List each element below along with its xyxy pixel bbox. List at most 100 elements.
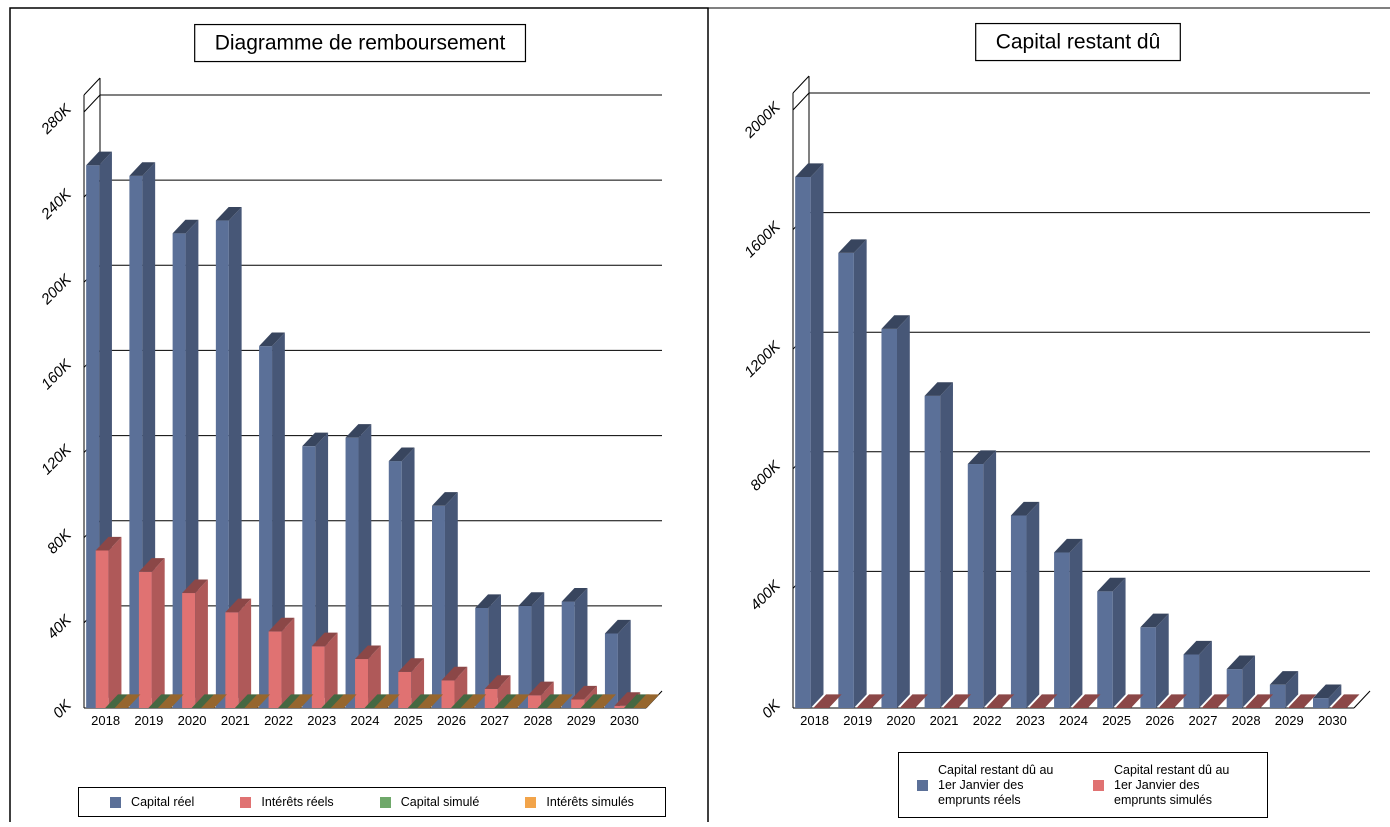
bar (330, 694, 357, 708)
bar-top (287, 694, 314, 708)
bar-side (897, 315, 910, 708)
y-tick-label: 400K (747, 577, 784, 614)
legend-swatch (110, 796, 122, 808)
bar-side (531, 592, 545, 708)
bar-top (881, 315, 910, 329)
bar (215, 206, 242, 709)
bar (138, 558, 165, 708)
bar-top (268, 617, 295, 632)
y-tick-label: 80K (44, 526, 76, 558)
axis-line (792, 75, 810, 94)
bar (547, 694, 573, 708)
x-tick-label: 2028 (523, 713, 552, 728)
bar-front (215, 220, 229, 709)
bar-top (561, 587, 588, 602)
bar-front (527, 695, 541, 708)
title-box (194, 23, 527, 63)
bar-top (518, 592, 545, 606)
bar (1287, 694, 1317, 708)
x-tick-label: 2029 (1275, 713, 1304, 728)
bar-top (244, 694, 271, 708)
legend-item: Intérêts réels (240, 795, 334, 809)
bar (838, 239, 867, 708)
bar-front (1140, 627, 1156, 708)
bar-top (172, 219, 199, 234)
bar (1010, 501, 1040, 708)
y-tick-label: 1600K (741, 218, 784, 261)
bar (114, 694, 141, 708)
bar-front (302, 446, 316, 708)
chart-title: Diagramme de remboursement (215, 32, 506, 55)
bar-side (1285, 671, 1299, 708)
bar-front (967, 464, 984, 708)
bar-top (432, 492, 458, 506)
bar-top (374, 694, 400, 708)
bar-top (795, 163, 824, 177)
y-tick-label: 0K (759, 696, 785, 722)
bar-side (151, 558, 165, 708)
bar-side (617, 619, 631, 708)
grid-line (792, 92, 810, 111)
bar (1029, 694, 1058, 708)
bar-top (614, 692, 641, 706)
bar-side (497, 675, 511, 708)
bar-front (259, 346, 273, 708)
bar-front (398, 671, 412, 708)
bar (518, 592, 545, 708)
legend-label: Capital restant dû au 1er Janvier des em… (1114, 762, 1230, 807)
bar (157, 694, 184, 708)
bar-top (571, 685, 597, 700)
bar-front (614, 705, 628, 708)
bar-front (182, 593, 196, 708)
bar (417, 694, 444, 708)
bar-side (1328, 684, 1342, 708)
bar-front (1269, 684, 1286, 708)
bar-top (1158, 694, 1187, 708)
bar-front (1010, 515, 1027, 708)
bar-side (281, 617, 295, 708)
bar-top (1010, 501, 1040, 516)
bar-top (311, 632, 338, 647)
bar-side (574, 587, 588, 708)
bar-front (571, 699, 585, 708)
bar-front (518, 605, 532, 708)
bar (225, 598, 252, 708)
bar-front (561, 601, 575, 708)
bar-top (355, 645, 381, 660)
x-tick-label: 2024 (1059, 713, 1088, 728)
bar (1183, 640, 1212, 708)
bar-top (330, 694, 357, 708)
bar-top (985, 694, 1015, 708)
bar-top (182, 579, 208, 594)
x-tick-label: 2026 (1145, 713, 1174, 728)
legend-label: Intérêts réels (261, 795, 334, 809)
bar-top (138, 558, 165, 572)
bar (942, 694, 972, 708)
y-tick-label: 240K (37, 185, 75, 223)
x-tick-label: 2022 (264, 713, 293, 728)
bar-top (942, 694, 972, 708)
bar (1226, 655, 1256, 708)
bar (388, 447, 415, 708)
x-tick-label: 2023 (1016, 713, 1045, 728)
x-tick-label: 2019 (843, 713, 872, 728)
x-tick-label: 2018 (800, 713, 829, 728)
bar-front (1097, 591, 1113, 708)
bar-side (444, 492, 458, 708)
bar (201, 694, 227, 708)
bar-side (1199, 640, 1212, 708)
x-tick-label: 2029 (567, 713, 596, 728)
bar (604, 619, 631, 708)
y-tick-label: 0K (50, 696, 76, 722)
bar-top (1097, 577, 1126, 592)
bar-top (86, 151, 112, 166)
bar-front (95, 550, 109, 708)
bar (1140, 613, 1169, 708)
x-tick-label: 2023 (307, 713, 336, 728)
y-tick-label: 200K (37, 270, 75, 308)
bar-top (417, 694, 444, 708)
bar-top (527, 681, 554, 696)
bar (182, 579, 208, 708)
x-tick-label: 2020 (178, 713, 207, 728)
bar-front (881, 328, 898, 708)
